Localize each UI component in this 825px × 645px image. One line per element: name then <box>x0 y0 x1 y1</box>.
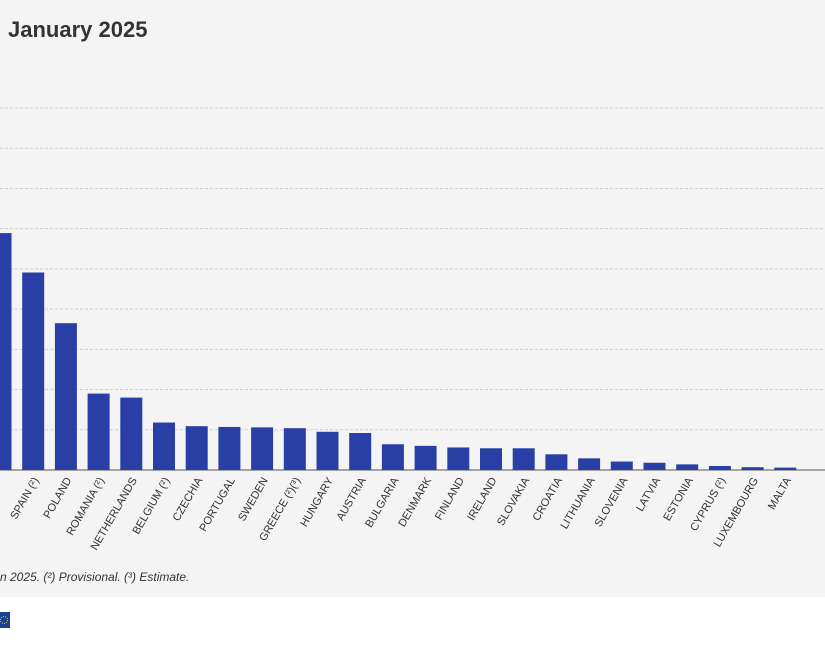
bar <box>578 458 601 470</box>
bar <box>54 323 77 470</box>
bar <box>545 454 568 470</box>
bar <box>643 462 666 470</box>
bar <box>87 393 110 470</box>
bar <box>447 447 470 470</box>
bar <box>414 445 437 470</box>
bar <box>774 467 797 470</box>
bar <box>283 428 306 470</box>
bar <box>0 233 12 470</box>
bar <box>120 397 143 470</box>
bar <box>512 448 535 470</box>
bar <box>741 467 764 470</box>
bar <box>185 426 208 470</box>
bar <box>708 465 731 470</box>
bar <box>251 427 274 470</box>
eu-flag <box>0 612 10 628</box>
chart-background <box>0 0 825 597</box>
bar <box>153 422 175 470</box>
bar <box>676 464 699 470</box>
bar <box>381 444 404 470</box>
bar <box>480 448 502 470</box>
bar <box>610 461 633 470</box>
bar <box>218 426 241 470</box>
bar <box>22 272 45 470</box>
footnote: n 2025. (²) Provisional. (³) Estimate. <box>0 570 189 584</box>
bar <box>349 432 372 470</box>
bar <box>316 431 339 470</box>
chart-title: January 2025 <box>8 17 147 42</box>
